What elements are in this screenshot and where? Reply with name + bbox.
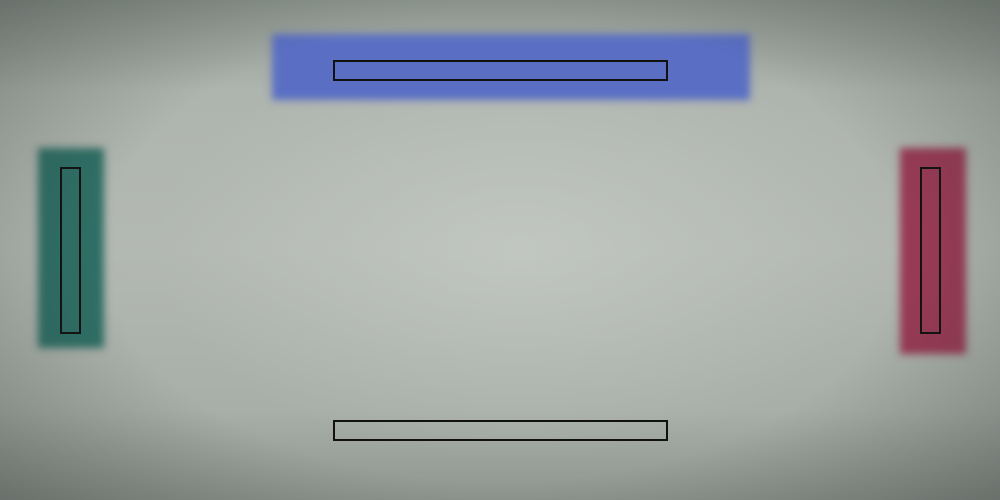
bottom-paddle[interactable]: [333, 420, 668, 441]
top-goal-zone: [272, 34, 750, 100]
right-paddle[interactable]: [920, 167, 941, 334]
top-paddle[interactable]: [333, 60, 668, 81]
right-goal-zone: [900, 148, 966, 354]
left-goal-zone: [38, 148, 104, 348]
left-paddle[interactable]: [60, 167, 81, 334]
